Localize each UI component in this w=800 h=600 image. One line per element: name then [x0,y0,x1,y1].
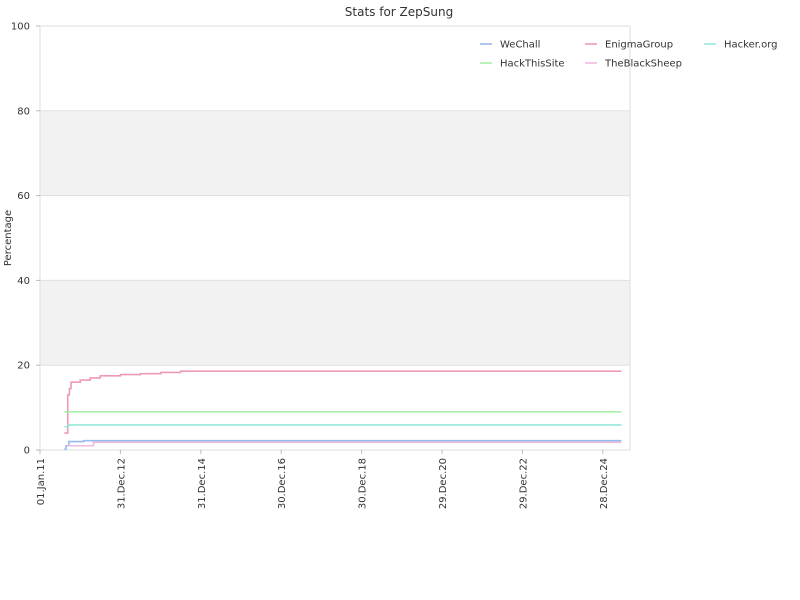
x-tick-label-1: 31.Dec.12 [116,458,127,509]
y-tick-label-100: 100 [11,22,30,33]
series-group [64,370,622,450]
plot-bands [40,110,630,366]
x-tick-label-4: 30.Dec.18 [358,458,369,509]
legend-label-hacker-org: Hacker.org [724,40,778,51]
x-tick-label-7: 28.Dec.24 [599,458,610,509]
series-line-hacker-org [64,424,622,428]
y-tick-label-0: 0 [24,446,30,457]
legend-label-enigmagroup: EnigmaGroup [605,40,673,51]
x-tick-label-5: 29.Dec.20 [438,458,449,509]
y-tick-label-60: 60 [17,191,30,202]
plot-band-1 [40,110,630,196]
x-tick-label-3: 30.Dec.16 [277,458,288,509]
plot-band-0 [40,280,630,366]
legend-label-wechall: WeChall [500,40,540,51]
chart-title: Stats for ZepSung [345,5,453,19]
plot-frame [39,25,631,451]
legend-label-theblacksheep: TheBlackSheep [604,59,682,70]
y-tick-label-20: 20 [17,361,30,372]
series-line-theblacksheep [67,441,622,447]
y-axis-ticks: 0 20 40 60 80 100 [11,22,40,457]
y-tick-label-80: 80 [17,106,30,117]
y-tick-label-40: 40 [17,276,30,287]
x-axis-ticks: 01.Jan.11 31.Dec.12 31.Dec.14 30.Dec.16 30.D… [36,450,610,509]
series-line-wechall [64,439,622,450]
series-line-enigmagroup [64,370,622,434]
x-tick-label-6: 29.Dec.22 [518,458,529,509]
x-tick-label-0: 01.Jan.11 [36,458,47,505]
legend-label-hackthissite: HackThisSite [500,59,565,70]
y-axis-label: Percentage [3,210,14,266]
x-tick-label-2: 31.Dec.14 [197,458,208,509]
legend: WeChall EnigmaGroup Hacker.org HackThisSite… [480,40,778,70]
